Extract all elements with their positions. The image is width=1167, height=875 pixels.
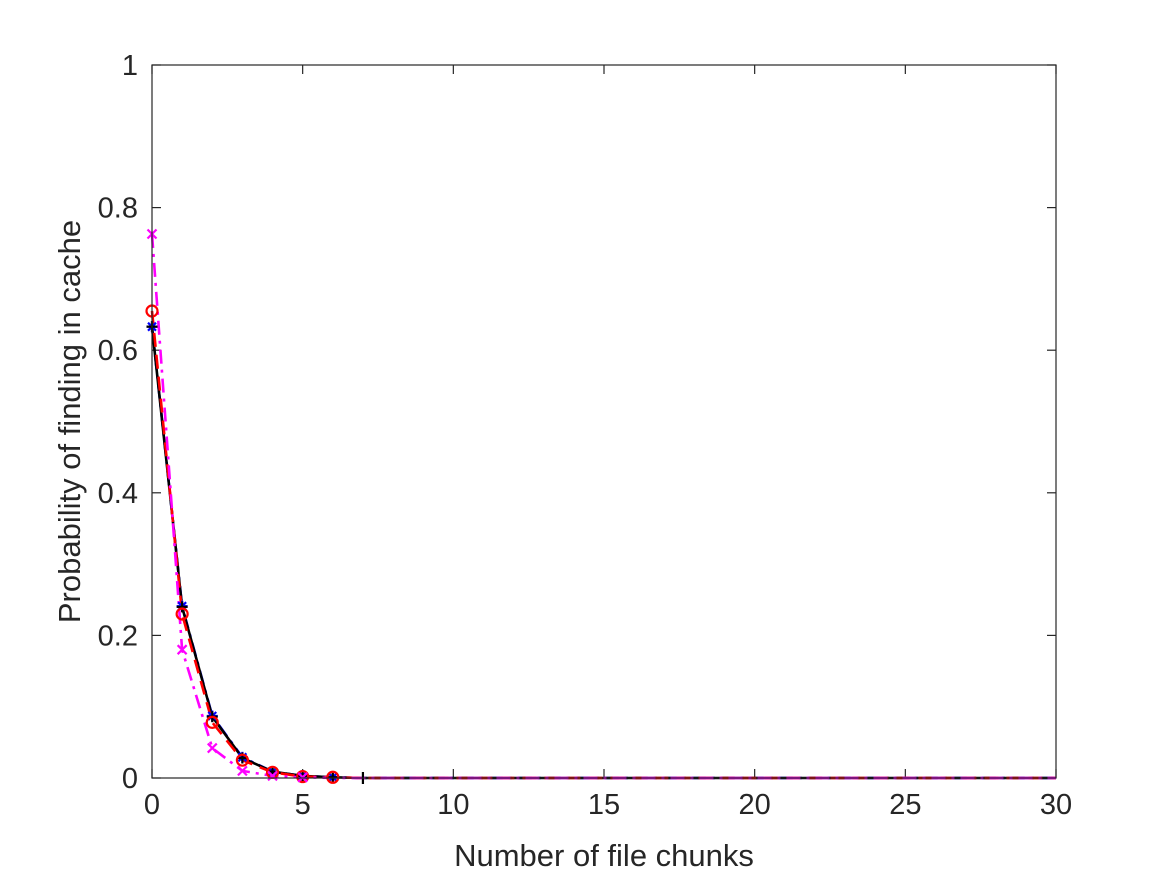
data-point — [176, 601, 188, 613]
y-tick-label: 0.6 — [98, 335, 138, 367]
data-point — [176, 644, 188, 655]
data-point — [296, 769, 310, 784]
x-tick-label: 10 — [437, 789, 469, 821]
x-axis-label: Number of file chunks — [454, 838, 754, 873]
x-tick-label: 30 — [1040, 789, 1072, 821]
y-tick-label: 0.2 — [98, 620, 138, 652]
data-point — [326, 770, 340, 784]
plot-area — [152, 65, 1056, 778]
data-point — [237, 765, 248, 777]
series-markers — [145, 228, 365, 784]
data-point — [235, 753, 249, 767]
x-tick-label: 15 — [588, 789, 620, 821]
data-point — [206, 742, 218, 754]
data-point — [267, 770, 278, 782]
y-axis-label: Probability of finding in cache — [52, 220, 87, 623]
data-point — [205, 715, 219, 729]
data-point — [175, 607, 189, 621]
axes-box — [151, 64, 1057, 779]
x-tick-labels: 0 5 10 15 20 25 30 — [144, 789, 1072, 821]
y-tick-label: 1 — [122, 50, 138, 82]
y-tick-label: 0.4 — [98, 478, 138, 510]
x-tick-label: 20 — [739, 789, 771, 821]
x-tick-label: 0 — [144, 789, 160, 821]
x-tick-label: 25 — [889, 789, 921, 821]
y-tick-labels: 0 0.2 0.4 0.6 0.8 1 — [98, 50, 138, 795]
y-tick-label: 0.8 — [98, 193, 138, 225]
data-point — [327, 771, 339, 783]
data-point — [297, 772, 308, 783]
y-tick-label: 0 — [122, 763, 138, 795]
x-tick-label: 5 — [295, 789, 311, 821]
